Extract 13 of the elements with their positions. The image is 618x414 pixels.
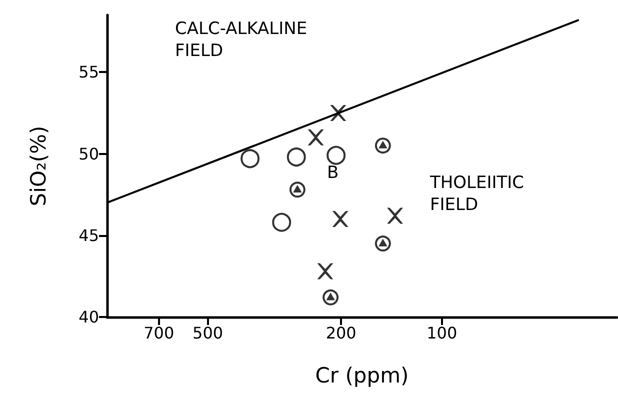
x-tick-label: 700 [144, 324, 174, 342]
y-axis-title: SiO₂(%) [26, 126, 50, 206]
y-tick-label: 55 [78, 62, 99, 82]
y-tick-label: 50 [78, 144, 99, 164]
x-axis-title: Cr (ppm) [315, 364, 409, 388]
annotation: CALC-ALKALINE FIELD [175, 19, 313, 61]
x-tick-label: 200 [326, 324, 356, 342]
x-tick-label: 500 [192, 324, 224, 342]
y-tick-label: 45 [78, 226, 99, 245]
y-tick-label: 40 [78, 308, 99, 326]
x-tick-label: 100 [426, 324, 458, 342]
annotation: THOLEIITIC FIELD [429, 173, 530, 215]
annotation: B [327, 163, 339, 183]
